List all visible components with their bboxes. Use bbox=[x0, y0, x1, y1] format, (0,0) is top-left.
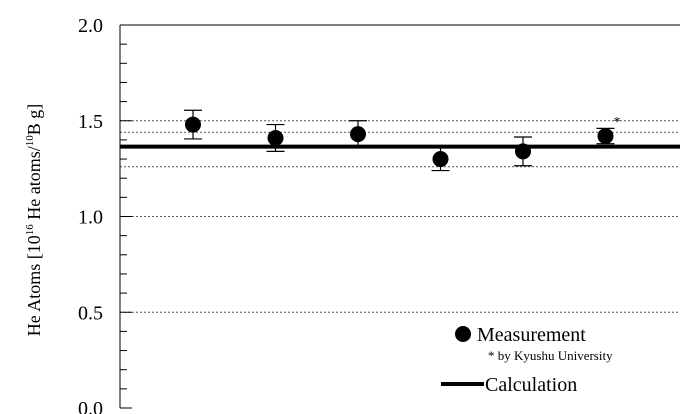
annotation-asterisk: * bbox=[614, 115, 621, 130]
data-point bbox=[267, 129, 284, 146]
data-point bbox=[350, 126, 366, 143]
y-tick-label: 2.0 bbox=[78, 15, 103, 37]
data-point bbox=[597, 128, 614, 145]
calculation-layer bbox=[120, 120, 680, 168]
tick-label-layer: 0.0 0.5 1.0 1.5 2.0 bbox=[78, 15, 103, 414]
y-tick-label: 1.5 bbox=[78, 111, 103, 133]
ylabel-suffix: B g] bbox=[24, 104, 44, 136]
y-axis-label: He Atoms [1016 He atoms/10B g] bbox=[24, 104, 44, 337]
axis-layer bbox=[119, 24, 680, 409]
data-point bbox=[185, 116, 201, 133]
legend-note: * by Kyushu University bbox=[488, 348, 613, 363]
legend-calculation-label: Calculation bbox=[485, 374, 577, 396]
grid-layer bbox=[120, 216, 680, 313]
ylabel-prefix: He Atoms [10 bbox=[24, 235, 44, 336]
legend: Measurement * by Kyushu University Calcu… bbox=[441, 324, 613, 396]
data-point bbox=[515, 143, 531, 160]
legend-measurement-marker bbox=[455, 326, 471, 342]
legend-measurement-label: Measurement bbox=[477, 324, 586, 346]
y-tick-label: 0.5 bbox=[78, 302, 103, 324]
data-point bbox=[432, 151, 449, 168]
ylabel-exp1: 16 bbox=[24, 224, 36, 236]
ylabel-mid: He atoms/ bbox=[24, 146, 44, 224]
points-layer bbox=[184, 109, 615, 172]
y-tick-label: 0.0 bbox=[78, 398, 103, 414]
y-tick-label: 1.0 bbox=[78, 207, 103, 229]
ylabel-exp2: 10 bbox=[24, 135, 36, 147]
